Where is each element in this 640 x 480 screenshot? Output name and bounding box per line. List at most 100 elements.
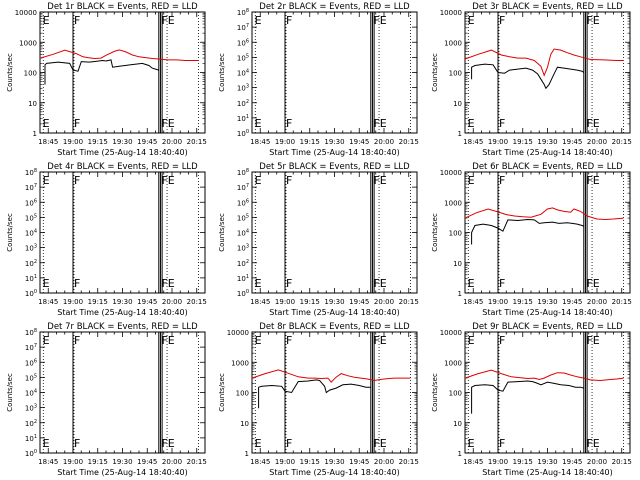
marker-top-fe: FE xyxy=(161,14,174,27)
y-tick-label: 100 xyxy=(25,289,37,298)
x-tick-label: 19:45 xyxy=(349,298,369,306)
lld-series-line xyxy=(251,369,411,383)
events-series-line xyxy=(471,218,585,245)
y-tick-label: 108 xyxy=(237,168,249,177)
x-axis-label: Start Time (25-Aug-14 18:40:40) xyxy=(482,308,613,317)
marker-top-e: E xyxy=(43,174,50,187)
y-tick-label: 104 xyxy=(25,389,37,398)
x-axis-label: Start Time (25-Aug-14 18:40:40) xyxy=(57,308,188,317)
x-tick-label: 19:30 xyxy=(324,298,344,306)
panel-title: Det 9r BLACK = Events, RED = LLD xyxy=(472,322,623,332)
marker-fe: FE xyxy=(586,117,599,130)
panel-7: Det 7r BLACK = Events, RED = LLD Counts/s… xyxy=(6,322,207,477)
x-tick-label: 20:00 xyxy=(162,298,182,306)
x-tick-label: 20:15 xyxy=(399,298,419,306)
lld-series-line xyxy=(39,49,199,61)
plot-frame xyxy=(464,11,631,134)
x-tick-label: 20:15 xyxy=(612,458,632,466)
x-tick-label: 20:00 xyxy=(374,298,394,306)
x-tick-label: 18:45 xyxy=(250,298,270,306)
y-tick-label: 104 xyxy=(237,69,249,78)
x-tick-label: 18:45 xyxy=(250,138,270,146)
x-axis-label: Start Time (25-Aug-14 18:40:40) xyxy=(57,468,188,477)
marker-f: F xyxy=(74,117,80,130)
x-tick-label: 18:45 xyxy=(463,138,483,146)
marker-fe: FE xyxy=(373,117,386,130)
y-tick-label: 108 xyxy=(25,328,37,337)
x-tick-label: 20:15 xyxy=(612,298,632,306)
x-tick-label: 19:00 xyxy=(275,298,295,306)
x-tick-label: 19:45 xyxy=(137,298,157,306)
x-tick-label: 19:45 xyxy=(137,458,157,466)
events-series-line xyxy=(471,63,585,90)
plot-frame xyxy=(464,331,631,454)
x-tick-label: 19:30 xyxy=(537,138,557,146)
x-tick-label: 19:30 xyxy=(112,298,132,306)
lld-series-line xyxy=(464,369,624,382)
plot-frame xyxy=(251,331,418,454)
plot-frame xyxy=(464,171,631,294)
x-tick-label: 20:15 xyxy=(187,298,207,306)
marker-e: E xyxy=(43,117,50,130)
panel-title: Det 8r BLACK = Events, RED = LLD xyxy=(259,322,410,332)
panel-4: Det 4r BLACK = Events, RED = LLD Counts/s… xyxy=(6,162,207,317)
marker-top-fe: FE xyxy=(161,334,174,347)
y-tick-label: 1000 xyxy=(231,359,249,367)
y-tick-label: 102 xyxy=(25,419,37,428)
y-tick-label: 10000 xyxy=(440,329,462,337)
marker-top-f: F xyxy=(74,334,80,347)
y-tick-label: 100 xyxy=(449,70,462,78)
marker-top-e: E xyxy=(468,334,475,347)
y-tick-label: 10 xyxy=(453,100,462,108)
marker-e: E xyxy=(255,117,262,130)
y-tick-label: 100 xyxy=(236,390,249,398)
lld-series-line xyxy=(464,207,624,221)
marker-top-fe: FE xyxy=(161,174,174,187)
x-tick-label: 19:45 xyxy=(349,138,369,146)
y-tick-label: 103 xyxy=(237,244,249,253)
y-tick-label: 1000 xyxy=(444,199,462,207)
marker-fe: FE xyxy=(586,437,599,450)
y-tick-label: 106 xyxy=(237,38,249,47)
marker-f: F xyxy=(286,277,292,290)
y-tick-label: 102 xyxy=(237,99,249,108)
panel-1: Det 1r BLACK = Events, RED = LLD Counts/s… xyxy=(6,2,207,157)
y-tick-label: 10 xyxy=(453,420,462,428)
marker-top-e: E xyxy=(43,14,50,27)
marker-top-fe: FE xyxy=(373,174,386,187)
x-tick-label: 19:15 xyxy=(513,298,533,306)
marker-top-e: E xyxy=(255,334,262,347)
y-tick-label: 102 xyxy=(237,259,249,268)
x-tick-label: 19:45 xyxy=(562,458,582,466)
x-tick-label: 19:00 xyxy=(488,458,508,466)
marker-f: F xyxy=(286,117,292,130)
marker-top-fe: FE xyxy=(586,334,599,347)
marker-top-f: F xyxy=(74,14,80,27)
y-tick-label: 106 xyxy=(237,198,249,207)
marker-top-fe: FE xyxy=(373,14,386,27)
y-tick-label: 107 xyxy=(25,343,37,352)
events-series-line xyxy=(258,379,371,409)
x-tick-label: 19:15 xyxy=(88,298,108,306)
y-tick-label: 10 xyxy=(28,100,37,108)
x-tick-label: 20:15 xyxy=(187,458,207,466)
marker-f: F xyxy=(499,437,505,450)
panel-title: Det 1r BLACK = Events, RED = LLD xyxy=(47,2,198,12)
marker-e: E xyxy=(43,277,50,290)
x-tick-label: 20:00 xyxy=(374,458,394,466)
marker-top-e: E xyxy=(468,174,475,187)
marker-f: F xyxy=(499,277,505,290)
x-tick-label: 19:00 xyxy=(63,298,83,306)
marker-f: F xyxy=(286,437,292,450)
panel-title: Det 4r BLACK = Events, RED = LLD xyxy=(47,162,198,172)
marker-e: E xyxy=(468,117,475,130)
y-tick-label: 101 xyxy=(25,274,37,283)
x-tick-label: 20:00 xyxy=(587,458,607,466)
x-tick-label: 19:15 xyxy=(300,458,320,466)
x-tick-label: 20:15 xyxy=(399,458,419,466)
marker-f: F xyxy=(74,437,80,450)
marker-top-f: F xyxy=(499,334,505,347)
y-tick-label: 101 xyxy=(25,434,37,443)
y-tick-label: 106 xyxy=(25,198,37,207)
